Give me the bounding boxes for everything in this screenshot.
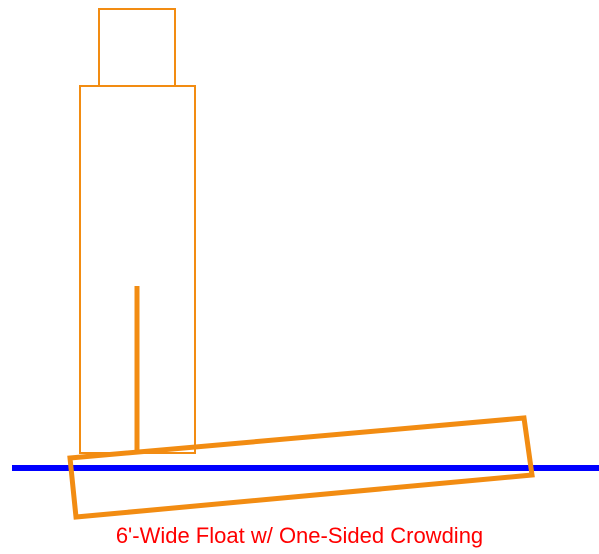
diagram-caption: 6'-Wide Float w/ One-Sided Crowding (0, 523, 599, 549)
figure-head (99, 9, 175, 86)
